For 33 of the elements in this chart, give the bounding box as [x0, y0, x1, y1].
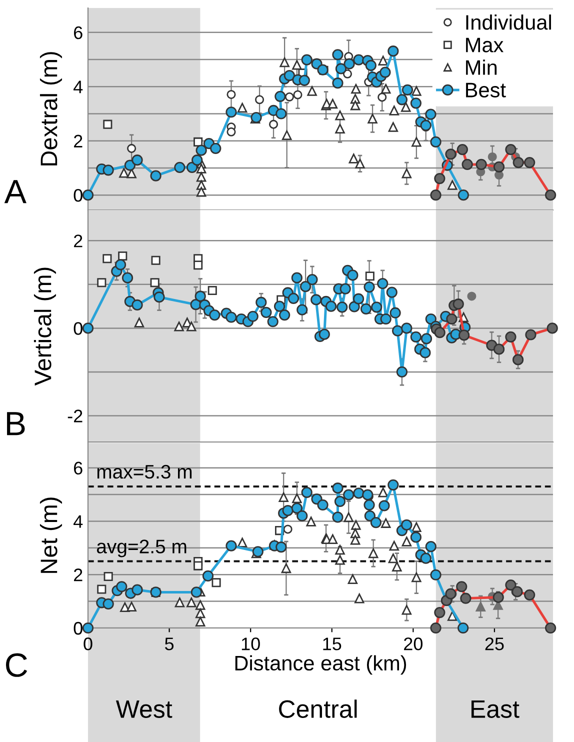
y-tick-label: 2: [74, 234, 82, 248]
text: A: [4, 180, 26, 204]
y-tick-label: 4: [74, 80, 83, 94]
x-tick-label: 25: [485, 638, 504, 650]
y-tick-label: 0: [74, 622, 82, 635]
x-tick-label: 20: [404, 638, 423, 650]
x-axis-title: Distance east (km): [235, 655, 406, 675]
x-tick-label: 10: [242, 638, 260, 650]
y-tick-label: 0: [74, 189, 82, 202]
y-tick-label: 4: [74, 515, 83, 528]
ref-line-label: avg=2.5 m: [96, 540, 186, 558]
x-tick-label: 5: [164, 638, 174, 650]
x-tick-label: 0: [84, 638, 92, 650]
y-tick-label: 2: [74, 134, 82, 148]
y-tick-label: -2: [68, 410, 82, 422]
band-label: Central: [279, 700, 357, 718]
ref-line-label: max=5.3 m: [97, 464, 192, 479]
y-tick-label: 6: [74, 462, 82, 475]
legend-label: Min: [466, 60, 497, 75]
legend-label: Max: [466, 38, 504, 52]
x-tick-label: 15: [323, 638, 342, 650]
y-axis-title: Net (m): [40, 498, 62, 573]
band-label: East: [472, 700, 520, 718]
band-label: West: [116, 700, 172, 718]
y-axis-title: Vertical (m): [34, 268, 56, 386]
y-tick-label: 0: [74, 322, 82, 335]
y-tick-label: 2: [74, 568, 82, 582]
text: B: [7, 412, 25, 436]
y-tick-label: 6: [74, 26, 82, 40]
text: C: [6, 653, 28, 677]
legend-label: Best: [466, 82, 506, 98]
y-axis-title: Dextral (m): [40, 52, 62, 166]
legend-label: Individual: [466, 14, 551, 30]
